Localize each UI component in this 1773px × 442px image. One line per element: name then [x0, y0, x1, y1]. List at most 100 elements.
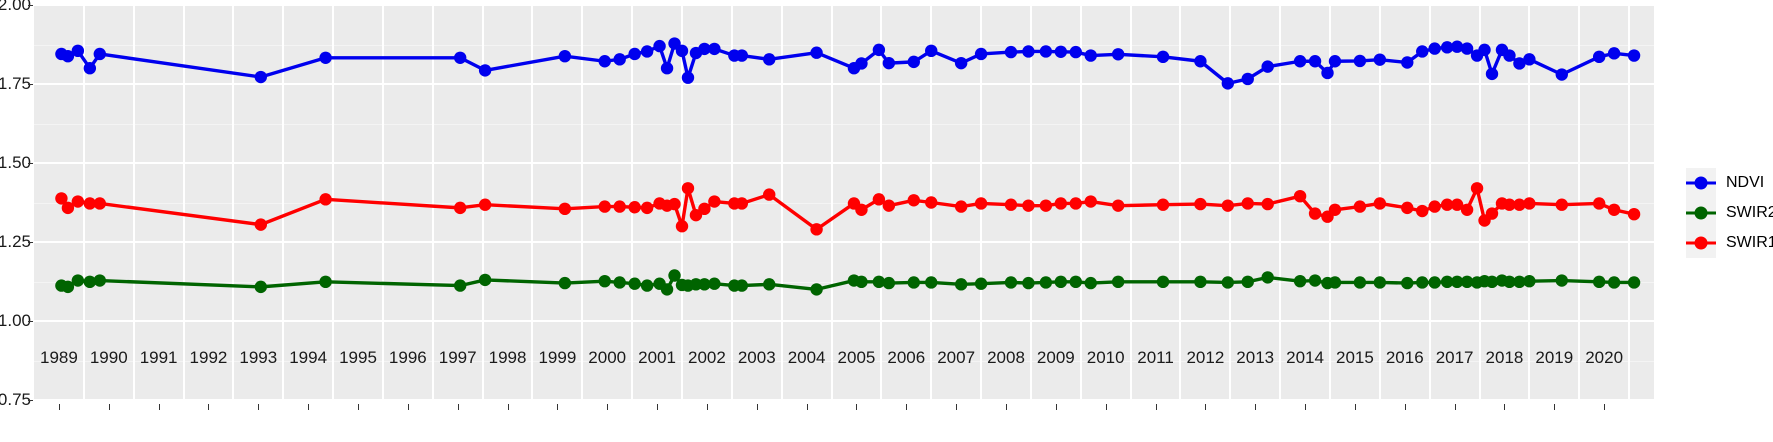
- data-point: [668, 197, 681, 211]
- x-axis-tick-label: 2013: [1236, 348, 1275, 367]
- x-axis-tick-mark: [1404, 404, 1406, 410]
- data-point: [1450, 40, 1464, 53]
- gridline-horizontal-minor: [34, 44, 1654, 46]
- gridlines-major-horizontal: [34, 5, 1654, 400]
- data-point: [855, 275, 868, 289]
- x-axis-tick-mark: [208, 404, 210, 410]
- x-axis-tick-label: 2012: [1186, 348, 1225, 367]
- gridline-vertical: [1129, 5, 1132, 400]
- data-point: [319, 193, 332, 206]
- y-axis-tick-label: 2.00: [0, 0, 31, 14]
- x-axis-tick-label: 1994: [289, 348, 328, 367]
- data-point: [1592, 197, 1606, 210]
- data-point: [653, 39, 666, 53]
- data-point: [1401, 56, 1414, 69]
- x-axis-tick-label: 1995: [339, 348, 377, 367]
- data-point: [1308, 55, 1322, 68]
- gridline-vertical: [1428, 5, 1431, 400]
- data-point: [708, 195, 721, 208]
- data-point: [1194, 197, 1207, 211]
- data-point: [1428, 42, 1441, 55]
- y-axis-tick-mark: [28, 84, 33, 85]
- data-point: [1293, 55, 1307, 68]
- data-point: [1503, 49, 1516, 62]
- x-axis-tick-label: 1991: [139, 348, 178, 367]
- data-point: [925, 276, 938, 289]
- x-axis-tick-label: 1997: [438, 348, 477, 367]
- data-point: [1513, 57, 1526, 70]
- data-point: [1592, 275, 1606, 289]
- data-point: [1401, 276, 1414, 290]
- data-point: [598, 200, 611, 213]
- data-point: [763, 188, 776, 201]
- data-point: [1004, 276, 1018, 289]
- legend-item-swir1[interactable]: SWIR1: [1686, 228, 1773, 258]
- gridline-horizontal-major: [34, 83, 1654, 85]
- data-point: [1084, 276, 1097, 290]
- data-point: [558, 202, 572, 216]
- x-axis-tick-label: 2001: [638, 348, 676, 367]
- data-point: [1194, 55, 1207, 68]
- x-axis-tick-mark: [1255, 404, 1257, 410]
- data-point: [1460, 203, 1474, 216]
- data-point: [453, 279, 467, 292]
- data-point: [698, 42, 711, 56]
- legend-item-swir2[interactable]: SWIR2: [1686, 198, 1773, 228]
- data-point: [698, 202, 711, 216]
- x-axis-tick-label: 2004: [787, 348, 826, 367]
- data-point: [1293, 189, 1307, 203]
- gridline-horizontal-major: [34, 320, 1654, 322]
- data-point: [1022, 45, 1035, 58]
- gridline-horizontal-major: [34, 5, 1654, 6]
- x-axis-tick-mark: [557, 404, 559, 410]
- series-swir1: [55, 182, 1641, 236]
- data-point: [1478, 43, 1491, 57]
- data-point: [83, 275, 97, 289]
- data-point: [1460, 275, 1474, 289]
- x-axis-tick-mark: [1006, 404, 1007, 410]
- data-point: [55, 192, 68, 205]
- x-axis-tick-label: 1996: [388, 348, 427, 367]
- x-axis-tick-label: 2019: [1535, 348, 1574, 367]
- data-point: [810, 283, 823, 296]
- x-axis-tick-mark: [906, 404, 908, 410]
- x-axis-tick-label: 2007: [937, 348, 976, 367]
- data-point: [925, 196, 938, 209]
- x-axis-tick-mark: [58, 404, 60, 410]
- data-point: [855, 57, 868, 70]
- data-point: [1004, 45, 1018, 59]
- data-point: [1513, 275, 1526, 289]
- legend-item-label: SWIR1: [1726, 234, 1773, 251]
- x-axis-tick-label: 2008: [987, 348, 1025, 367]
- gridline-vertical: [232, 5, 235, 400]
- data-point: [453, 51, 467, 64]
- data-point: [925, 44, 938, 58]
- gridline-vertical: [431, 5, 434, 400]
- data-point: [689, 278, 703, 291]
- gridline-horizontal-minor: [34, 202, 1654, 204]
- data-point: [1241, 197, 1254, 210]
- data-point: [453, 201, 467, 215]
- data-point: [954, 200, 968, 213]
- data-point: [1022, 276, 1035, 290]
- x-axis-tick-mark: [1155, 404, 1157, 410]
- data-point: [1428, 200, 1441, 213]
- data-point: [1416, 45, 1429, 58]
- y-axis-tick-label: 1.00: [0, 311, 31, 330]
- data-point: [1353, 276, 1367, 289]
- data-point: [83, 62, 97, 75]
- data-point: [1485, 275, 1499, 289]
- gridline-horizontal-minor: [34, 360, 1654, 362]
- y-axis-tick-mark: [28, 321, 33, 322]
- series-ndvi: [55, 37, 1641, 90]
- data-point: [1328, 203, 1342, 216]
- data-point: [735, 49, 749, 62]
- data-point: [1555, 274, 1568, 287]
- legend-item-ndvi[interactable]: NDVI: [1686, 168, 1773, 198]
- data-point: [872, 193, 886, 206]
- x-axis-tick-mark: [457, 404, 459, 410]
- data-point: [1069, 45, 1082, 59]
- data-point: [660, 283, 674, 296]
- y-axis-tick-mark: [28, 5, 33, 6]
- data-point: [872, 43, 886, 57]
